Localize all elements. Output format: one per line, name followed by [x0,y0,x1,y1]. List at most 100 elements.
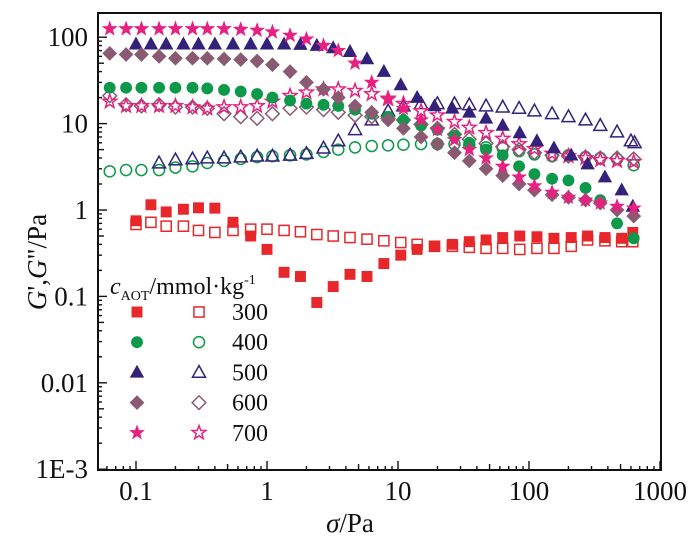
data-point [525,139,544,157]
data-point [278,266,290,278]
legend-marker-gprime [129,364,145,378]
data-point [395,100,412,116]
data-point [609,123,625,138]
series-gprime-600 [102,45,642,224]
data-point [298,30,315,46]
data-point [625,199,642,215]
data-point [151,154,167,169]
data-point [494,158,511,174]
data-point [264,23,281,39]
data-point [310,228,323,241]
data-point [546,172,558,185]
data-point [478,161,494,177]
data-point [151,20,167,36]
data-point [177,203,189,215]
data-point [342,44,358,57]
data-point [565,232,577,244]
data-point [577,191,594,207]
data-point [186,160,199,173]
y-axis-prime: ' [22,286,52,291]
data-point [447,145,462,161]
data-point [151,48,167,64]
data-point [560,189,577,205]
data-point [118,20,135,36]
data-point [183,97,202,115]
data-point [577,111,594,126]
data-point [363,111,380,126]
data-point [135,81,148,94]
data-point [445,100,460,114]
data-point [347,121,363,136]
data-point [361,271,373,282]
legend-marker-gdoubleprime [192,335,206,349]
data-point [118,47,134,62]
data-point [278,224,290,237]
data-point [251,88,264,100]
data-point [560,108,577,123]
data-point [393,77,408,91]
data-point [103,165,116,178]
data-point [380,112,396,128]
data-point [544,184,560,200]
data-point [331,143,345,156]
data-point [282,27,298,43]
data-point [627,232,640,245]
data-point [461,153,477,169]
data-point [294,271,306,282]
data-point [446,238,458,250]
data-point [316,81,331,97]
series-gprime-700 [101,20,642,215]
data-point [496,242,509,255]
data-point [311,297,323,308]
legend-title: cAOT/mmol·kg-1 [110,273,256,304]
legend-rows: 300 400 500 600 700 [129,300,268,447]
data-point [378,234,390,247]
data-point [132,96,151,114]
data-point [284,94,296,107]
data-point [117,96,135,114]
data-point [477,123,495,141]
data-point [265,57,280,73]
data-point [191,36,206,50]
data-point [248,96,266,114]
data-point [232,21,249,37]
legend-marker-gdoubleprime [190,423,208,441]
data-point [627,158,640,172]
data-point [624,152,643,170]
data-point [582,230,594,242]
y-tick-label: 0.01 [41,368,88,398]
data-point [184,150,201,165]
data-point [430,136,445,152]
data-point [493,129,512,147]
data-point [609,150,625,166]
data-point [145,216,157,229]
x-tick-label: 10 [385,476,412,506]
y-tick-label: 100 [48,22,89,52]
data-point [225,36,241,50]
data-point [526,102,543,117]
series-layer [100,20,643,308]
y-axis-double-prime: " [22,248,52,259]
data-point [562,174,575,187]
data-point [380,91,397,107]
legend-marker-gprime [131,306,143,318]
legend-label: 400 [232,330,268,356]
data-point [526,177,543,193]
y-tick-label: 10 [61,109,88,139]
data-point [623,132,639,147]
data-point [209,202,221,214]
data-point [411,243,423,255]
data-point [548,232,560,244]
x-tick-label: 100 [509,476,550,506]
data-point [231,97,250,115]
data-point [177,220,190,232]
data-point [394,236,407,249]
legend-marker-gprime [129,424,145,440]
series-gdoubleprime-300 [130,216,639,256]
data-point [169,161,182,174]
legend-row-500: 500 [129,360,268,386]
legend-marker-gprime [129,395,145,410]
data-point [143,36,159,50]
data-point [261,223,273,235]
data-point [128,36,144,50]
